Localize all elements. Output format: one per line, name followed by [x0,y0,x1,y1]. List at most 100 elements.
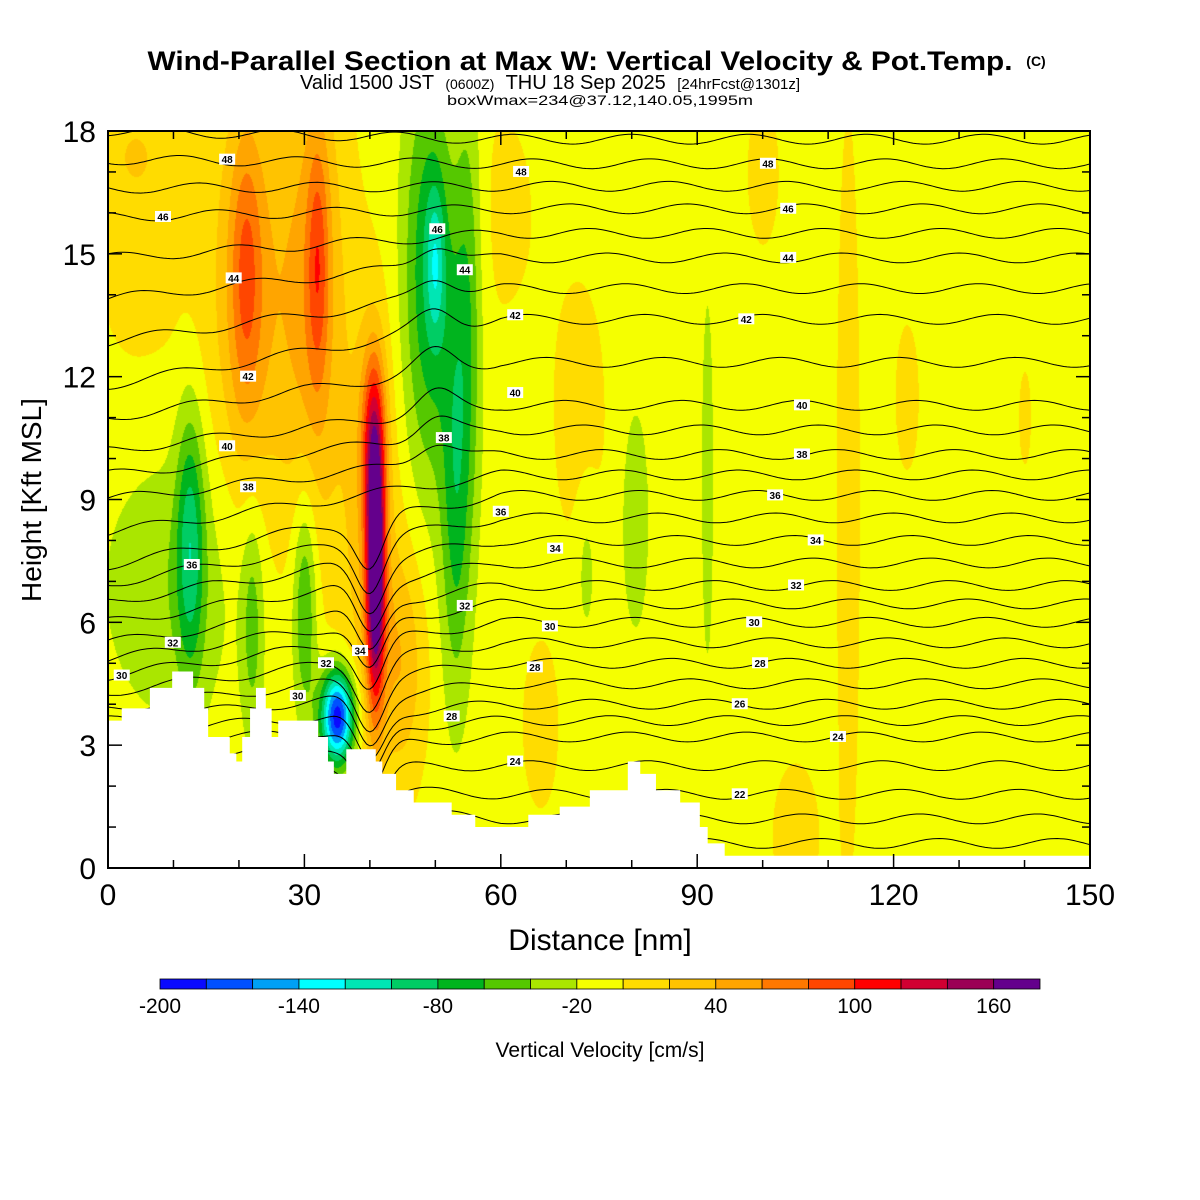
contour-label: 30 [746,616,763,629]
contour-label-text: 48 [222,155,234,166]
contour-label-text: 26 [734,700,746,711]
colorbar-swatch [298,978,346,990]
y-tick-label: 15 [63,239,96,272]
theta-contour-37 [107,469,1091,536]
colorbar-tick-label: -140 [278,995,320,1018]
colorbar-label: Vertical Velocity [cm/s] [496,1039,705,1062]
contour-label-text: 48 [516,167,528,178]
theta-contour-47 [107,180,1091,194]
contour-label-box [154,210,171,222]
theta-contour-26 [107,698,1091,760]
x-tick-label: 90 [681,879,714,912]
contour-label-box [183,559,200,571]
theta-contour-31 [107,598,1091,668]
contour-label-text: 34 [810,536,822,547]
colorbar-swatch [622,978,670,990]
colorbar-tick-label: 100 [837,995,872,1018]
contour-label: 34 [352,644,369,657]
contour-label-box [352,644,369,656]
colorbar-swatch [437,978,485,990]
subtitle-utc: (0600Z) [445,76,494,92]
theta-contour-33 [107,557,1091,632]
contour-label-box [113,669,130,681]
contour-label-text: 30 [749,618,761,629]
contour-label-box [788,579,805,591]
theta-contour-45 [107,228,1091,260]
contour-label-box [807,534,824,546]
colorbar-tick-label: -200 [139,995,181,1018]
contour-label-text: 28 [754,659,766,670]
contour-label-box [289,690,306,702]
colorbar-swatch [252,978,300,990]
contour-label-box [731,698,748,710]
contour-label: 30 [541,620,558,633]
theta-contour-40 [107,387,1091,452]
colorbar-swatch [159,978,207,990]
theta-contour-28 [107,657,1091,733]
contour-label-box [492,505,509,517]
theta-contour-27 [108,678,1091,747]
contour-label-text: 44 [783,253,795,264]
contour-label-box [456,264,473,276]
contour-label: 38 [240,481,257,494]
contour-label-text: 28 [529,663,541,674]
colorbar-swatch [530,978,578,990]
contour-label-text: 30 [116,671,128,682]
colorbar-swatch [993,978,1041,990]
contour-label: 48 [759,157,776,170]
contour-label-text: 42 [510,311,522,322]
colorbar-swatch [946,978,995,990]
contour-label: 28 [752,657,769,670]
contour-label: 46 [429,223,446,236]
colorbar-swatch [715,978,763,990]
contour-label: 32 [456,599,473,612]
contour-label: 36 [492,505,509,518]
theta-contour-29 [107,637,1091,713]
y-tick-label: 18 [63,116,96,149]
contour-label: 40 [219,440,236,453]
theta-contour-49 [107,130,1091,145]
contour-label-text: 32 [790,581,802,592]
contour-labels: 48 48 48 46 46 46 44 44 44 42 42 42 40 40 40 38 38 38 36 36… [113,153,846,801]
contour-label-box [746,616,763,628]
contour-label-box [507,387,524,399]
x-tick-label: 60 [484,879,517,912]
contour-label-text: 28 [446,712,458,723]
chart-title: Wind-Parallel Section at Max W: Vertical… [148,46,1013,76]
colorbar-swatch [669,978,717,990]
contour-label-text: 36 [770,491,782,502]
contour-label-box [752,657,769,669]
colorbar-tick-label: -20 [562,995,592,1018]
copyright-mark: (C) [1026,53,1045,69]
contour-label-text: 30 [292,692,304,703]
contour-label-text: 40 [222,442,234,453]
contour-label: 38 [435,432,452,445]
theta-contour-30 [107,616,1091,690]
y-tick-label: 3 [79,730,96,763]
contour-label: 32 [318,657,335,670]
theta-contour-32 [107,580,1091,650]
contour-label: 36 [767,489,784,502]
y-tick-label: 0 [79,853,96,886]
colorbar-swatch [391,978,439,990]
x-axis-title: Distance [nm] [508,924,691,957]
contour-label: 28 [526,661,543,674]
contour-label-text: 34 [354,646,366,657]
y-axis-title: Height [Kft MSL] [16,398,47,602]
contour-label-text: 24 [510,757,522,768]
y-tick-label: 9 [79,485,96,518]
subtitle-date: THU 18 Sep 2025 [506,72,666,94]
contour-label-box [759,157,776,169]
y-tick-label: 6 [79,607,96,640]
contour-label-box [164,636,181,648]
contour-label-box [780,202,797,214]
subtitle: Valid 1500 JST (0600Z) THU 18 Sep 2025 [… [300,72,800,94]
theta-contour-46 [107,203,1091,222]
contour-label-box [435,432,452,444]
y-tick-label: 12 [63,362,96,395]
contour-label-text: 30 [544,622,556,633]
contour-label-box [767,489,784,501]
